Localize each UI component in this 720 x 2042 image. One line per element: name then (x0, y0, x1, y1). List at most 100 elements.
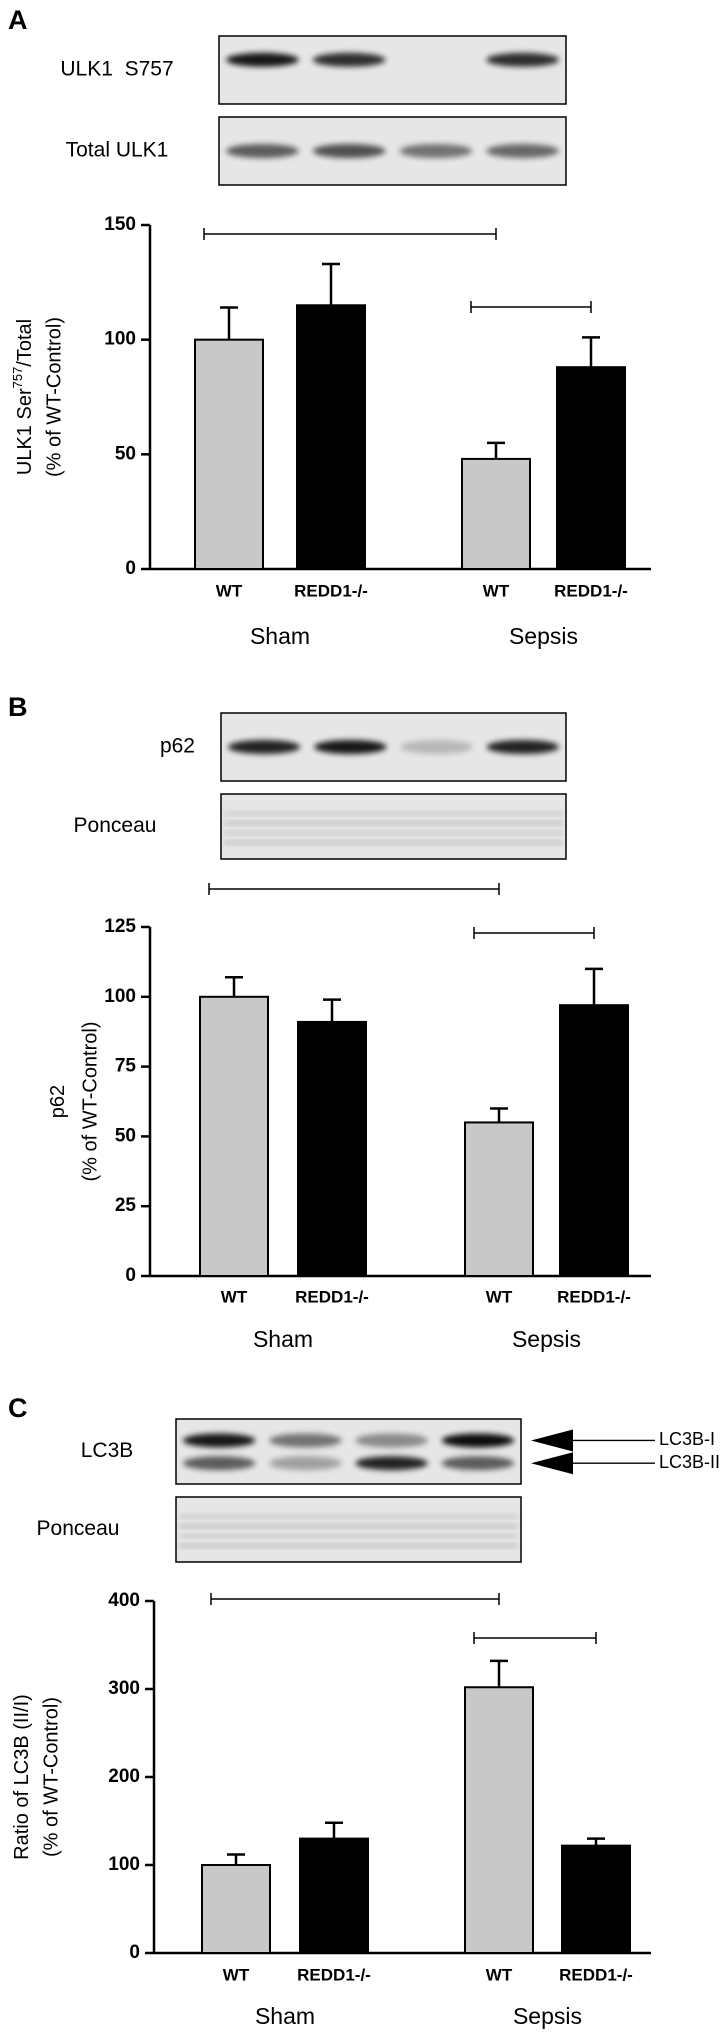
blot-band (182, 1456, 256, 1471)
y-axis-label-part: Ratio of LC3B (II/I) (11, 1694, 33, 1860)
blot-band (486, 144, 560, 158)
x-tick-label: REDD1-/- (557, 1287, 631, 1306)
blot-band (400, 740, 473, 754)
arrow-label: LC3B-II (659, 1452, 720, 1472)
x-tick-label: WT (221, 1287, 248, 1306)
x-tick-label: REDD1-/- (294, 581, 368, 600)
y-axis-label-part: 757 (10, 367, 25, 389)
bar (561, 1844, 631, 1955)
blot-label: Ponceau (74, 814, 157, 837)
group-label: Sepsis (509, 623, 578, 649)
bar (559, 1004, 629, 1278)
x-tick-label: WT (486, 1287, 513, 1306)
panel-letter: B (8, 692, 28, 722)
blot-band (225, 144, 299, 158)
y-axis-label-part: p62 (47, 1085, 69, 1118)
y-tick-label: 400 (108, 1590, 140, 1611)
bar (461, 457, 531, 571)
blot-band (179, 1543, 518, 1548)
y-tick-label: 150 (104, 214, 136, 235)
x-tick-label: REDD1-/- (295, 1287, 369, 1306)
y-tick-label: 200 (108, 1766, 140, 1787)
arrow-head (531, 1452, 573, 1475)
panel-letter: A (8, 5, 28, 35)
bar (464, 1686, 534, 1954)
blot-band (399, 144, 473, 158)
group-label: Sepsis (513, 2003, 582, 2029)
blot-band (441, 1456, 515, 1471)
blot-band (355, 1433, 428, 1448)
blot-frame (175, 1496, 522, 1563)
blot-label: Total ULK1 (66, 139, 169, 162)
y-axis-label: (% of WT-Control) (79, 1021, 101, 1181)
y-tick-label: 100 (104, 986, 136, 1007)
x-tick-label: WT (216, 581, 243, 600)
y-tick-label: 75 (115, 1056, 137, 1077)
bar (199, 995, 269, 1277)
y-axis-label: ULK1 Ser757/Total (10, 319, 36, 475)
x-tick-label: WT (486, 1965, 513, 1984)
y-tick-label: 0 (129, 1942, 140, 1963)
y-tick-label: 50 (115, 443, 136, 464)
y-axis-label: Ratio of LC3B (II/I) (11, 1694, 33, 1860)
y-tick-label: 0 (125, 558, 136, 579)
x-tick-label: REDD1-/- (554, 581, 628, 600)
blot-band (269, 1433, 342, 1448)
y-tick-label: 100 (108, 1854, 140, 1875)
blot-label: Ponceau (37, 1517, 120, 1540)
group-label: Sham (255, 2003, 315, 2029)
blot-label: ULK1 S757 (60, 58, 173, 81)
group-label: Sham (250, 623, 310, 649)
arrow-head (531, 1429, 573, 1452)
blot-band (182, 1433, 256, 1448)
blot-label: LC3B (81, 1439, 134, 1462)
blot-band (441, 1433, 515, 1448)
blot-band (224, 821, 563, 826)
blot-frame (175, 1418, 522, 1485)
bar (299, 1837, 369, 1954)
blot-band (269, 1456, 342, 1471)
x-tick-label: REDD1-/- (559, 1965, 633, 1984)
blot-band (224, 840, 563, 845)
blot-frame (218, 35, 567, 105)
y-tick-label: 100 (104, 329, 136, 350)
blot-frame (220, 793, 567, 860)
group-label: Sepsis (512, 1326, 581, 1352)
x-tick-label: WT (223, 1965, 250, 1984)
y-tick-label: 50 (115, 1125, 136, 1146)
bar (296, 304, 366, 570)
blot-band (486, 52, 560, 67)
x-tick-label: REDD1-/- (297, 1965, 371, 1984)
blot-band (179, 1514, 518, 1519)
bar (201, 1864, 271, 1954)
blot-band (486, 740, 560, 754)
blot-band (312, 52, 386, 67)
bar (464, 1121, 534, 1277)
y-tick-label: 300 (108, 1678, 140, 1699)
y-tick-label: 25 (115, 1195, 137, 1216)
y-tick-label: 0 (125, 1265, 136, 1286)
blot-band (312, 144, 386, 158)
panel-letter: C (8, 1393, 28, 1423)
blot-band (227, 740, 301, 754)
blot-band (179, 1524, 518, 1529)
y-axis-label: p62 (47, 1085, 69, 1118)
y-tick-label: 125 (104, 916, 136, 937)
blot-band (224, 811, 563, 816)
blot-label: p62 (160, 735, 195, 758)
y-axis-label: (% of WT-Control) (43, 317, 65, 477)
blot-band (225, 52, 299, 67)
bar (194, 338, 264, 570)
y-axis-label-part: ULK1 Ser (14, 388, 36, 475)
bar (297, 1020, 367, 1277)
arrow-label: LC3B-I (659, 1429, 715, 1449)
blot-band (224, 831, 563, 835)
blot-band (179, 1534, 518, 1538)
group-label: Sham (253, 1326, 313, 1352)
y-axis-label: (% of WT-Control) (40, 1697, 62, 1857)
bar (556, 366, 626, 571)
x-tick-label: WT (483, 581, 510, 600)
y-axis-label-part: /Total (14, 319, 36, 367)
blot-band (355, 1456, 428, 1471)
